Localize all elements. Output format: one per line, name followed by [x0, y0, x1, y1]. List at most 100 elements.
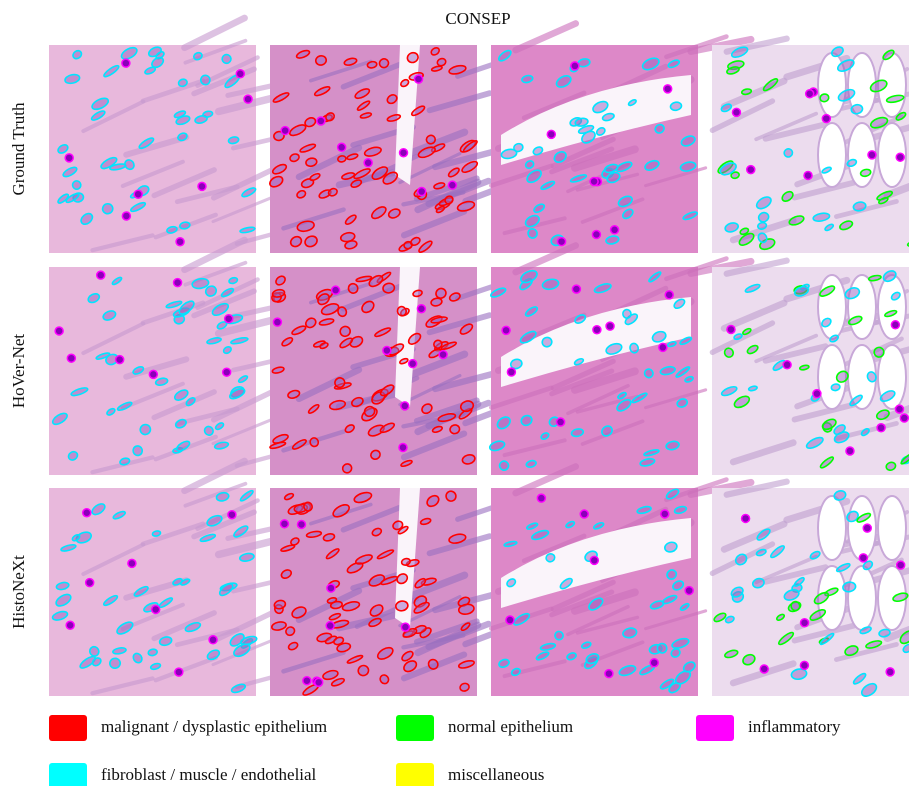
inflammatory-nucleus: [236, 70, 244, 78]
image-panel: [491, 24, 751, 253]
inflammatory-nucleus: [338, 143, 346, 151]
legend-label: malignant / dysplastic epithelium: [101, 717, 327, 736]
inflammatory-nucleus: [281, 127, 289, 135]
inflammatory-nucleus: [273, 318, 281, 326]
legend-swatch: [396, 763, 434, 786]
inflammatory-nucleus: [590, 177, 598, 185]
inflammatory-nucleus: [315, 678, 323, 686]
inflammatory-nucleus: [175, 668, 183, 676]
inflammatory-nucleus: [661, 510, 669, 518]
image-panel: [49, 240, 297, 475]
inflammatory-nucleus: [66, 621, 74, 629]
inflammatory-nucleus: [65, 154, 73, 162]
inflammatory-nucleus: [732, 108, 740, 116]
inflammatory-nucleus: [685, 587, 693, 595]
inflammatory-nucleus: [571, 62, 579, 70]
inflammatory-nucleus: [506, 616, 514, 624]
inflammatory-nucleus: [116, 356, 124, 364]
inflammatory-nucleus: [209, 636, 217, 644]
inflammatory-nucleus: [783, 361, 791, 369]
inflammatory-nucleus: [896, 153, 904, 161]
inflammatory-nucleus: [558, 238, 566, 246]
inflammatory-nucleus: [605, 670, 613, 678]
inflammatory-nucleus: [580, 510, 588, 518]
inflammatory-nucleus: [409, 360, 417, 368]
inflammatory-nucleus: [606, 322, 614, 330]
inflammatory-nucleus: [55, 327, 63, 335]
inflammatory-nucleus: [806, 90, 814, 98]
image-panel: [712, 482, 909, 699]
legend-swatch: [396, 715, 434, 741]
inflammatory-nucleus: [593, 326, 601, 334]
inflammatory-nucleus: [317, 117, 325, 125]
nucleus-outline: [200, 75, 211, 86]
inflammatory-nucleus: [664, 85, 672, 93]
image-panel: [712, 39, 909, 253]
inflammatory-nucleus: [863, 524, 871, 532]
crypt: [818, 123, 846, 187]
inflammatory-nucleus: [198, 182, 206, 190]
inflammatory-nucleus: [547, 130, 555, 138]
inflammatory-nucleus: [415, 75, 423, 83]
inflammatory-nucleus: [152, 605, 160, 613]
inflammatory-nucleus: [332, 286, 340, 294]
image-panel: [49, 18, 297, 253]
inflammatory-nucleus: [176, 238, 184, 246]
legend-label: miscellaneous: [448, 765, 544, 784]
inflammatory-nucleus: [537, 494, 545, 502]
nucleus-outline: [831, 383, 841, 391]
inflammatory-nucleus: [174, 279, 182, 287]
legend-swatch: [49, 763, 87, 786]
legend-swatch: [49, 715, 87, 741]
inflammatory-nucleus: [280, 520, 288, 528]
crypt: [848, 566, 876, 630]
image-panel: [489, 246, 751, 475]
legend-label: inflammatory: [748, 717, 841, 736]
inflammatory-nucleus: [134, 190, 142, 198]
inflammatory-nucleus: [418, 188, 426, 196]
nucleus-outline: [152, 530, 161, 537]
inflammatory-nucleus: [611, 226, 619, 234]
image-panel: [269, 267, 525, 475]
inflammatory-nucleus: [122, 212, 130, 220]
image-panel: [270, 488, 525, 697]
inflammatory-nucleus: [225, 315, 233, 323]
inflammatory-nucleus: [86, 579, 94, 587]
inflammatory-nucleus: [326, 622, 334, 630]
legend: malignant / dysplastic epitheliumnormal …: [49, 715, 841, 786]
inflammatory-nucleus: [846, 447, 854, 455]
inflammatory-nucleus: [760, 665, 768, 673]
inflammatory-nucleus: [900, 414, 908, 422]
inflammatory-nucleus: [801, 619, 809, 627]
inflammatory-nucleus: [83, 509, 91, 517]
inflammatory-nucleus: [895, 405, 903, 413]
inflammatory-nucleus: [572, 285, 580, 293]
inflammatory-nucleus: [228, 511, 236, 519]
nucleus-outline: [337, 155, 346, 162]
row-label: HoVer-Net: [9, 334, 28, 409]
inflammatory-nucleus: [727, 325, 735, 333]
inflammatory-nucleus: [868, 151, 876, 159]
inflammatory-nucleus: [877, 424, 885, 432]
inflammatory-nucleus: [303, 677, 311, 685]
inflammatory-nucleus: [67, 354, 75, 362]
inflammatory-nucleus: [97, 271, 105, 279]
inflammatory-nucleus: [327, 584, 335, 592]
inflammatory-nucleus: [401, 623, 409, 631]
inflammatory-nucleus: [800, 661, 808, 669]
crypt: [848, 275, 876, 339]
inflammatory-nucleus: [659, 343, 667, 351]
inflammatory-nucleus: [742, 514, 750, 522]
inflammatory-nucleus: [417, 305, 425, 313]
inflammatory-nucleus: [128, 559, 136, 567]
crypt: [818, 275, 846, 339]
inflammatory-nucleus: [747, 166, 755, 174]
inflammatory-nucleus: [507, 368, 515, 376]
panel-grid: [49, 18, 909, 699]
crypt: [818, 496, 846, 560]
inflammatory-nucleus: [439, 351, 447, 359]
figure: CONSEP Ground TruthHoVer-NetHistoNeXt ma…: [0, 0, 909, 786]
inflammatory-nucleus: [897, 561, 905, 569]
inflammatory-nucleus: [297, 520, 305, 528]
